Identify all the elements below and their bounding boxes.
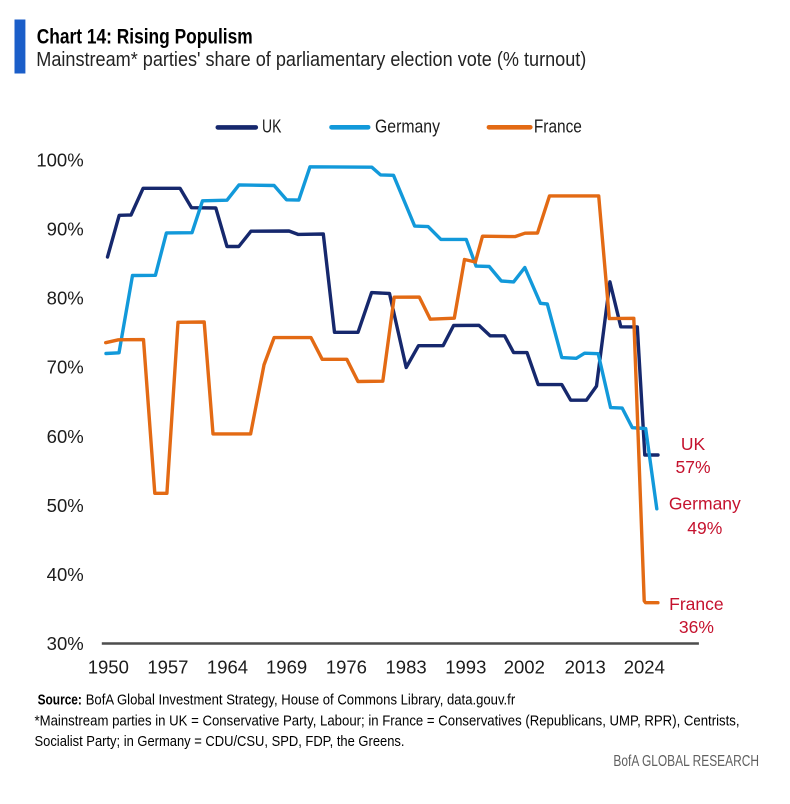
svg-text:BofA Global Investment Strateg: BofA Global Investment Strategy, House o… xyxy=(86,691,516,708)
svg-text:60%: 60% xyxy=(47,426,84,447)
svg-text:49%: 49% xyxy=(687,518,722,538)
svg-text:90%: 90% xyxy=(47,219,84,240)
svg-text:France: France xyxy=(669,594,723,614)
svg-text:1950: 1950 xyxy=(88,656,129,677)
svg-text:Chart 14: Rising Populism: Chart 14: Rising Populism xyxy=(37,26,253,49)
svg-text:1993: 1993 xyxy=(445,656,486,677)
svg-text:Socialist Party; in Germany =: Socialist Party; in Germany = CDU/CSU, S… xyxy=(35,733,405,750)
svg-text:80%: 80% xyxy=(47,288,84,309)
svg-text:2002: 2002 xyxy=(504,656,545,677)
svg-text:BofA GLOBAL RESEARCH: BofA GLOBAL RESEARCH xyxy=(613,753,759,770)
svg-text:1964: 1964 xyxy=(207,656,248,677)
svg-text:*Mainstream parties in UK = Co: *Mainstream parties in UK = Conservative… xyxy=(35,712,740,729)
svg-text:40%: 40% xyxy=(47,564,84,585)
svg-text:UK: UK xyxy=(262,116,281,136)
svg-text:2013: 2013 xyxy=(565,656,606,677)
svg-text:Mainstream* parties' share of: Mainstream* parties' share of parliament… xyxy=(36,49,586,71)
svg-text:Germany: Germany xyxy=(375,116,440,136)
svg-text:1976: 1976 xyxy=(326,656,367,677)
svg-text:70%: 70% xyxy=(47,357,84,378)
svg-text:Germany: Germany xyxy=(669,494,741,514)
svg-text:100%: 100% xyxy=(36,150,83,171)
svg-text:57%: 57% xyxy=(675,457,710,477)
svg-text:UK: UK xyxy=(681,434,706,454)
svg-text:36%: 36% xyxy=(679,617,714,637)
svg-text:1969: 1969 xyxy=(266,656,307,677)
svg-text:50%: 50% xyxy=(47,495,84,516)
svg-text:France: France xyxy=(534,116,582,136)
svg-text:30%: 30% xyxy=(47,633,84,654)
svg-text:1957: 1957 xyxy=(147,656,188,677)
svg-text:1983: 1983 xyxy=(386,656,427,677)
svg-text:Source:: Source: xyxy=(38,691,82,708)
svg-text:2024: 2024 xyxy=(624,656,665,677)
